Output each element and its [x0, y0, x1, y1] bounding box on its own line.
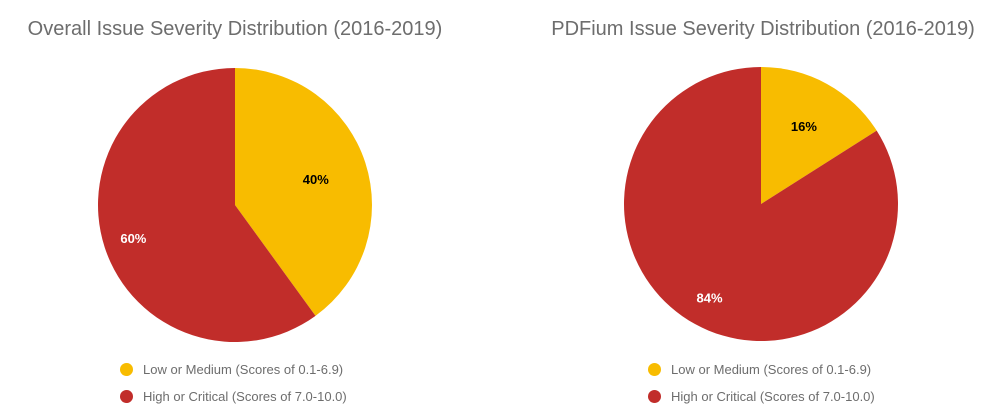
- legend-item-low-medium: Low or Medium (Scores of 0.1-6.9): [120, 356, 347, 383]
- legend-swatch-low-medium: [120, 363, 133, 376]
- slice-value-label: 84%: [697, 291, 723, 306]
- legend-swatch-high-critical: [648, 390, 661, 403]
- pie-slice-high-or-critical: [97, 68, 316, 343]
- chart-legend: Low or Medium (Scores of 0.1-6.9) High o…: [120, 356, 347, 410]
- legend-item-high-critical: High or Critical (Scores of 7.0-10.0): [120, 383, 347, 410]
- pie-slice-low-or-medium: [761, 67, 877, 204]
- legend-label: High or Critical (Scores of 7.0-10.0): [143, 389, 347, 404]
- chart-title: PDFium Issue Severity Distribution (2016…: [551, 18, 975, 40]
- legend-label: High or Critical (Scores of 7.0-10.0): [671, 389, 875, 404]
- legend-label: Low or Medium (Scores of 0.1-6.9): [143, 362, 344, 377]
- legend-swatch-high-critical: [120, 390, 133, 403]
- pdfium-severity-pie: 16% 84%: [623, 67, 898, 341]
- legend-label: Low or Medium (Scores of 0.1-6.9): [671, 362, 872, 377]
- overall-severity-pie: 40% 60%: [97, 68, 372, 343]
- legend-item-low-medium: Low or Medium (Scores of 0.1-6.9): [648, 356, 875, 383]
- slice-value-label: 40%: [303, 172, 329, 187]
- legend-item-high-critical: High or Critical (Scores of 7.0-10.0): [648, 383, 875, 410]
- pie-slice-low-or-medium: [235, 68, 372, 316]
- slice-value-label: 16%: [791, 119, 817, 134]
- pie-slice-high-or-critical: [623, 67, 898, 341]
- slice-value-label: 60%: [120, 231, 146, 246]
- chart-legend: Low or Medium (Scores of 0.1-6.9) High o…: [648, 356, 875, 410]
- legend-swatch-low-medium: [648, 363, 661, 376]
- chart-title: Overall Issue Severity Distribution (201…: [27, 18, 443, 40]
- overall-severity-chart: Overall Issue Severity Distribution (201…: [27, 18, 443, 410]
- pdfium-severity-chart: PDFium Issue Severity Distribution (2016…: [500, 0, 1000, 416]
